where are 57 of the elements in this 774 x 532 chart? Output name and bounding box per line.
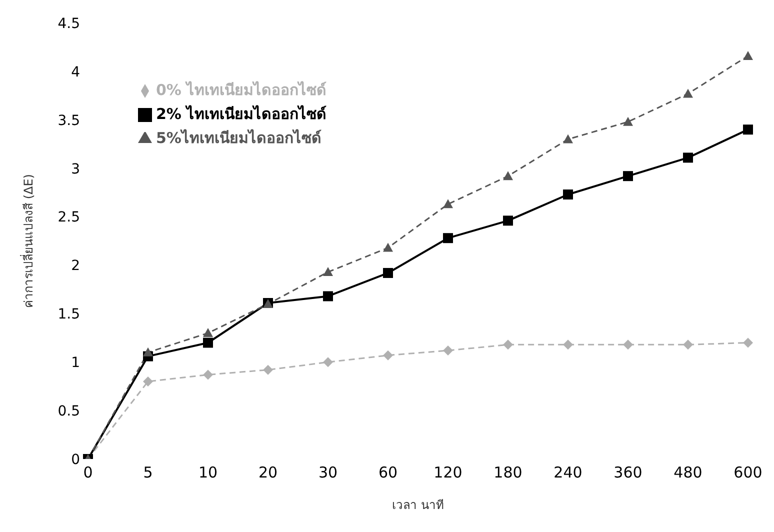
point	[503, 171, 513, 180]
point	[443, 199, 453, 208]
point	[563, 134, 573, 144]
x-tick-label: 180	[494, 464, 522, 482]
y-tick-label: 0	[71, 452, 80, 468]
y-tick-label: 1.5	[58, 306, 80, 323]
y-tick-label: 2	[71, 258, 80, 274]
x-tick-label: 0	[83, 464, 93, 482]
point	[563, 189, 573, 200]
y-tick-label: 3	[71, 161, 80, 178]
point	[623, 171, 633, 182]
point	[563, 340, 573, 350]
x-tick-label: 360	[614, 464, 642, 482]
point	[143, 376, 153, 386]
point	[683, 340, 693, 350]
y-tick-label: 4	[71, 64, 80, 80]
y-tick-label: 3.5	[58, 112, 80, 129]
point	[323, 291, 333, 302]
legend-label: 0% ไทเทเนียมไดออกไซด์	[156, 81, 327, 99]
y-tick-label: 0.5	[58, 404, 80, 420]
legend-label: 2% ไทเทเนียมไดออกไซด์	[156, 105, 327, 123]
point	[383, 242, 393, 252]
point	[263, 364, 273, 375]
x-tick-label: 60	[378, 464, 398, 482]
point	[623, 116, 633, 126]
x-tick-label: 20	[258, 464, 278, 482]
y-tick-label: 4.5	[58, 16, 80, 32]
legend-label: 5%ไทเทเนียมไดออกไซด์	[156, 129, 322, 147]
point	[383, 350, 393, 360]
point	[683, 152, 693, 163]
point	[323, 357, 333, 368]
x-tick-label: 600	[734, 464, 762, 482]
x-tick-label: 240	[554, 464, 582, 482]
point	[203, 338, 213, 348]
point	[143, 347, 153, 356]
point	[203, 370, 213, 380]
point	[203, 328, 213, 338]
x-tick-label: 10	[198, 464, 218, 482]
point	[443, 345, 453, 356]
point	[383, 268, 393, 278]
point	[443, 233, 453, 244]
x-axis-title: เวลา นาที	[392, 498, 444, 512]
point	[623, 340, 633, 350]
point	[743, 124, 753, 135]
point	[503, 216, 513, 226]
x-tick-label: 480	[674, 464, 702, 482]
x-tick-label: 5	[143, 464, 153, 482]
y-tick-label: 1	[71, 355, 80, 372]
x-tick-label: 120	[434, 464, 462, 482]
x-tick-label: 30	[318, 464, 338, 482]
point	[323, 267, 333, 276]
point	[683, 88, 693, 98]
point	[743, 50, 753, 60]
point	[503, 340, 513, 350]
y-tick-label: 2.5	[58, 210, 80, 226]
y-axis-title: ค่าการเปลี่ยนแปลงสี (ΔE)	[19, 174, 36, 308]
point	[743, 338, 753, 348]
